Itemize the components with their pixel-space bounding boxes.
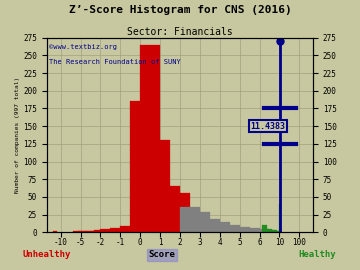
Bar: [111, 228, 130, 232]
Bar: [200, 220, 220, 232]
Bar: [140, 45, 160, 232]
Bar: [180, 207, 200, 232]
Text: The Research Foundation of SUNY: The Research Foundation of SUNY: [49, 59, 181, 65]
Bar: [90, 231, 97, 232]
Bar: [265, 229, 270, 232]
Bar: [87, 231, 94, 232]
Bar: [260, 230, 265, 232]
Bar: [120, 226, 140, 232]
Bar: [274, 231, 279, 232]
Bar: [78, 231, 83, 232]
Bar: [73, 231, 77, 232]
Bar: [272, 230, 277, 232]
Bar: [53, 231, 57, 232]
Bar: [150, 140, 170, 232]
Text: 11.4383: 11.4383: [250, 122, 285, 131]
Text: Z’-Score Histogram for CNS (2016): Z’-Score Histogram for CNS (2016): [69, 5, 291, 15]
Bar: [160, 186, 180, 232]
Bar: [220, 225, 240, 232]
Text: Healthy: Healthy: [298, 250, 336, 259]
Bar: [210, 222, 230, 232]
Bar: [262, 225, 267, 232]
Text: Unhealthy: Unhealthy: [23, 250, 71, 259]
Text: Score: Score: [149, 250, 175, 259]
Bar: [84, 231, 90, 232]
Bar: [230, 227, 249, 232]
Bar: [190, 212, 210, 232]
Bar: [130, 102, 150, 232]
Text: Sector: Financials: Sector: Financials: [127, 27, 233, 37]
Bar: [81, 231, 87, 232]
Bar: [77, 231, 81, 232]
Bar: [100, 230, 120, 232]
Bar: [278, 231, 281, 232]
Bar: [170, 193, 190, 232]
Bar: [267, 230, 272, 232]
Y-axis label: Number of companies (997 total): Number of companies (997 total): [15, 77, 21, 193]
Bar: [240, 228, 260, 232]
Bar: [253, 230, 266, 232]
Text: ©www.textbiz.org: ©www.textbiz.org: [49, 44, 117, 50]
Bar: [270, 230, 274, 232]
Bar: [94, 230, 107, 232]
Bar: [94, 231, 100, 232]
